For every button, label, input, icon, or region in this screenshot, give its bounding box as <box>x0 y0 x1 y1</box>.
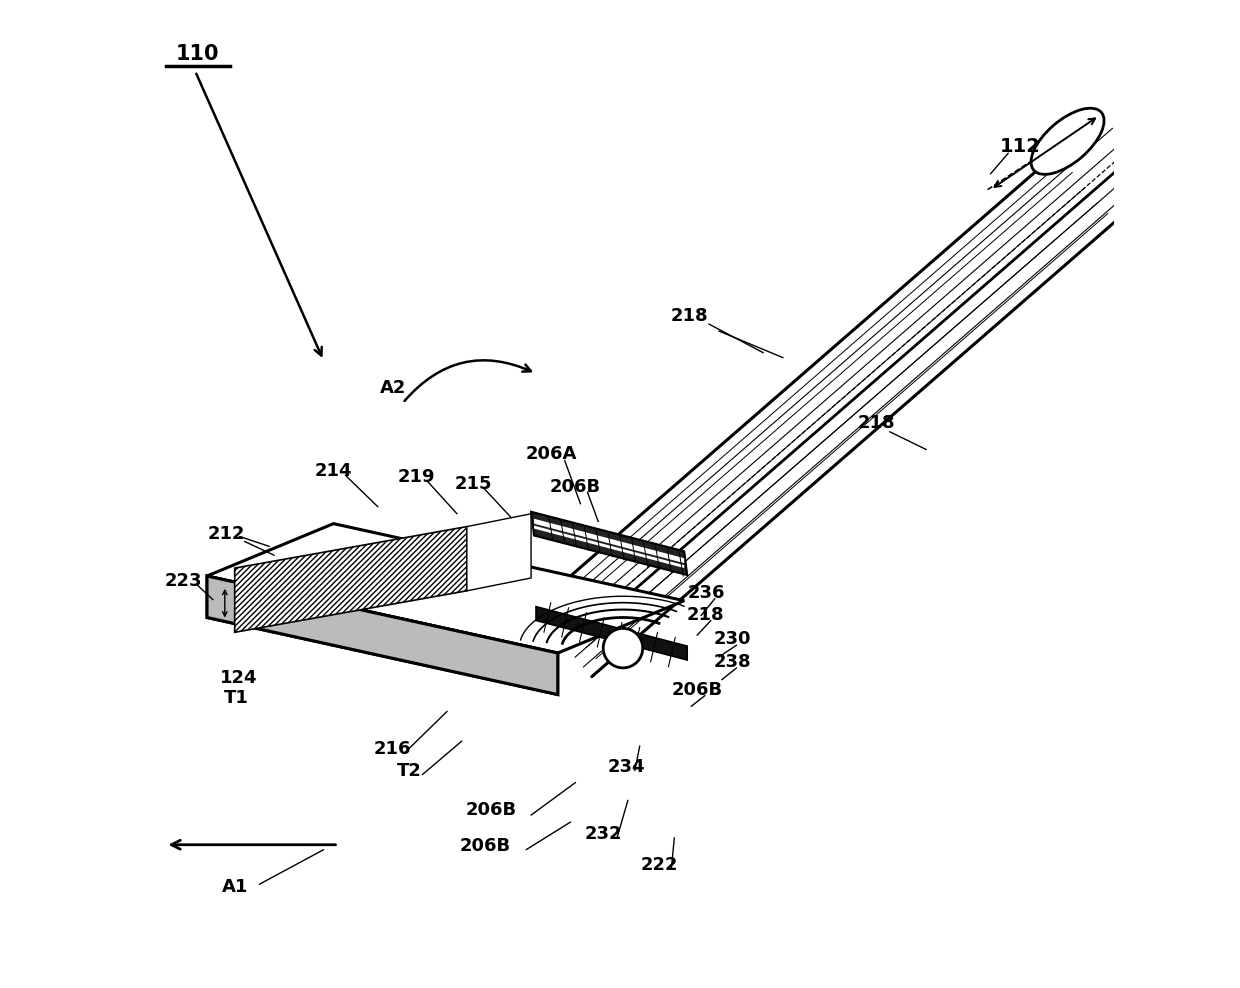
Text: 206B: 206B <box>460 837 511 855</box>
Text: 110: 110 <box>175 44 219 64</box>
Text: 238: 238 <box>714 653 751 671</box>
Text: A1: A1 <box>222 878 248 896</box>
Text: 218: 218 <box>686 606 724 623</box>
Text: 222: 222 <box>641 857 678 874</box>
Text: 206B: 206B <box>466 801 517 819</box>
Text: 112: 112 <box>999 136 1040 156</box>
Polygon shape <box>534 526 684 568</box>
Text: 230: 230 <box>714 630 751 648</box>
Text: 212: 212 <box>208 525 246 542</box>
Text: 219: 219 <box>398 468 435 486</box>
Text: 216: 216 <box>374 740 412 758</box>
Text: 218: 218 <box>671 307 708 325</box>
Text: 215: 215 <box>455 475 492 493</box>
Ellipse shape <box>1030 109 1104 174</box>
Text: 234: 234 <box>608 758 645 776</box>
Polygon shape <box>534 519 684 563</box>
Text: 214: 214 <box>315 462 352 480</box>
Text: 236: 236 <box>687 584 724 602</box>
Circle shape <box>603 628 642 668</box>
Text: 206A: 206A <box>526 446 577 463</box>
Polygon shape <box>207 524 684 653</box>
Text: 218: 218 <box>858 414 895 432</box>
Polygon shape <box>207 576 558 695</box>
Text: 124: 124 <box>219 669 258 687</box>
Polygon shape <box>536 607 687 660</box>
Text: T2: T2 <box>397 762 422 780</box>
Polygon shape <box>234 527 466 632</box>
Text: A2: A2 <box>379 379 405 397</box>
Text: 206B: 206B <box>551 478 601 496</box>
Polygon shape <box>466 514 531 591</box>
Text: T1: T1 <box>224 689 249 706</box>
Text: 223: 223 <box>165 572 202 590</box>
Text: 206B: 206B <box>672 681 723 699</box>
Text: 232: 232 <box>584 825 622 843</box>
Polygon shape <box>207 576 558 695</box>
Polygon shape <box>531 512 687 575</box>
